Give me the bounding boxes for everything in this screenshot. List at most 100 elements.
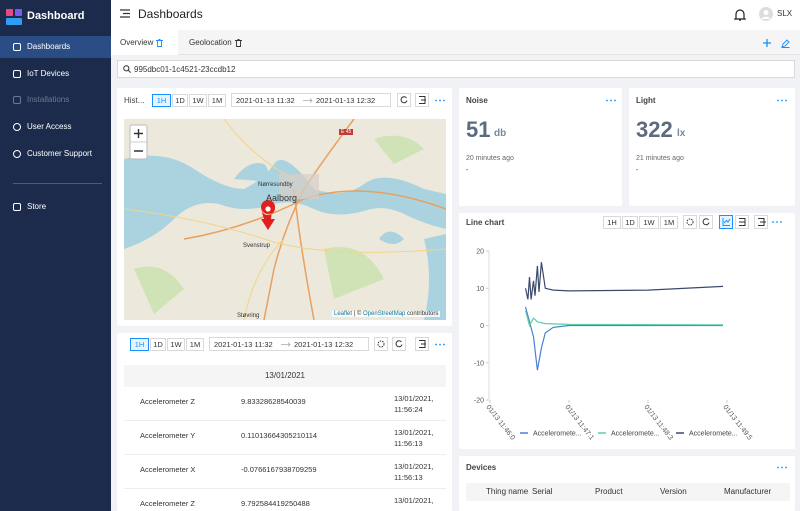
sidebar: Dashboard Dashboards IoT Devices Install… <box>0 0 111 511</box>
search-text: 995dbc01-1c4521-23ccdb12 <box>134 65 236 74</box>
arrow <box>281 342 291 347</box>
more-button[interactable] <box>606 99 616 102</box>
date-to: 2021-01-13 12:32 <box>316 96 376 105</box>
logo <box>6 9 22 25</box>
column-header: Version <box>660 487 687 496</box>
range-button[interactable]: 1W <box>189 94 207 107</box>
brand: Dashboard <box>27 10 85 22</box>
card-unit: db <box>494 128 507 139</box>
menu-item[interactable]: Store <box>0 196 111 218</box>
table-cell: 13/01/2021, <box>394 496 434 505</box>
table-cell: Accelerometer Y <box>140 431 196 440</box>
more-button[interactable] <box>435 99 445 102</box>
map-panel: Hist... 1H 1D 1W 1M 2021-01-13 11:32 202… <box>117 88 452 326</box>
column-header: Manufacturer <box>724 487 772 496</box>
table-cell: 0.11013664305210114 <box>241 431 318 440</box>
menu-item[interactable]: IoT Devices <box>0 63 111 85</box>
range-button[interactable]: 1D <box>172 94 188 107</box>
range-button[interactable]: 1H <box>603 216 621 229</box>
avatar[interactable] <box>759 7 773 21</box>
card-value: 322 <box>636 117 673 142</box>
range-button[interactable]: 1D <box>150 338 166 351</box>
date-header: 13/01/2021 <box>124 365 446 387</box>
link[interactable]: OpenStreetMap <box>363 311 406 317</box>
edit-button[interactable] <box>781 39 790 48</box>
panel-title: Devices <box>466 463 497 472</box>
range-button[interactable]: 1M <box>208 94 226 107</box>
tabs: Overview Geolocation <box>111 30 800 55</box>
table-cell: 9.792584419250488 <box>241 499 310 508</box>
menu-label: User Access <box>27 122 72 131</box>
settings-button[interactable] <box>374 337 388 351</box>
panel-title: Hist... <box>124 96 145 105</box>
table-cell: 13/01/2021, 11:56:13 <box>394 428 434 448</box>
table-cell: Accelerometer Z <box>140 499 196 508</box>
user-name[interactable]: SLX <box>777 9 793 18</box>
road-label: E 45 <box>339 129 354 135</box>
notifications[interactable] <box>734 8 746 21</box>
export-button[interactable] <box>415 337 429 351</box>
date-to: 2021-01-13 12:32 <box>294 340 354 349</box>
table-header: Thing name Serial Product Version Manufa… <box>466 483 790 501</box>
menu-label: Store <box>27 202 47 211</box>
range-button[interactable]: 1M <box>660 216 678 229</box>
menu-item[interactable]: Customer Support <box>0 143 111 165</box>
date-range[interactable]: 2021-01-13 11:32 2021-01-13 12:32 <box>209 337 369 351</box>
place-label: Svenstrup <box>243 243 271 249</box>
top-bar: Dashboards SLX <box>111 0 800 30</box>
card-time: 20 minutes ago <box>466 155 514 162</box>
card-title: Light <box>636 96 656 105</box>
range-button[interactable]: 1H <box>152 94 171 107</box>
menu-item: Installations <box>0 89 111 111</box>
place-label: Aalborg <box>266 193 298 203</box>
date-from: 2021-01-13 11:32 <box>236 96 295 105</box>
devices-panel: Devices Thing name Serial Product Versio… <box>459 456 795 511</box>
refresh-button[interactable] <box>397 93 411 107</box>
line-chart-panel: Line chart 1H 1D 1W 1M <box>459 213 795 449</box>
table-row: Accelerometer Y 0.11013664305210114 13/01/… <box>124 421 446 455</box>
place-label: Støvring <box>237 313 260 319</box>
map[interactable] <box>124 119 446 320</box>
card-unit: lx <box>677 128 686 139</box>
table-cell: -0.0766167938709259 <box>241 465 317 474</box>
delete-icon[interactable] <box>235 39 242 47</box>
tab-label: Overview <box>120 38 154 47</box>
search-icon <box>123 65 131 73</box>
menu-toggle[interactable] <box>120 9 130 18</box>
card-status: - <box>466 167 469 174</box>
column-header: Thing name <box>486 487 529 496</box>
range-button[interactable]: 1W <box>167 338 185 351</box>
zoom-control[interactable] <box>129 124 148 160</box>
range-button[interactable]: 1M <box>186 338 204 351</box>
range-button[interactable]: 1D <box>622 216 638 229</box>
tab[interactable]: Geolocation <box>189 30 242 55</box>
table-cell: 13/01/2021, 11:56:24 <box>394 394 434 414</box>
export-button[interactable] <box>415 93 429 107</box>
delete-icon[interactable] <box>156 39 163 47</box>
menu-label: Dashboards <box>27 42 71 51</box>
noise-card: Noise 51 db 20 minutes ago - <box>459 88 622 206</box>
link[interactable]: Leaflet <box>334 311 353 317</box>
chart-toolbar <box>683 215 782 229</box>
more-button[interactable] <box>777 466 787 469</box>
refresh-button[interactable] <box>392 337 406 351</box>
table-cell: Accelerometer X <box>140 465 196 474</box>
tab[interactable]: Overview <box>111 30 178 55</box>
table-cell: 9.83328628540039 <box>241 397 306 406</box>
add-button[interactable] <box>763 39 771 47</box>
tab-label: Geolocation <box>189 38 232 47</box>
more-button[interactable] <box>435 343 445 346</box>
page-title: Dashboards <box>138 7 203 21</box>
menu-item[interactable]: User Access <box>0 116 111 138</box>
range-button[interactable]: 1H <box>130 338 149 351</box>
range-button[interactable]: 1W <box>639 216 659 229</box>
card-status: - <box>636 167 639 174</box>
date-range[interactable]: 2021-01-13 11:32 2021-01-13 12:32 <box>231 93 391 107</box>
menu-item[interactable]: Dashboards <box>0 36 111 58</box>
search-box[interactable]: 995dbc01-1c4521-23ccdb12 <box>117 60 795 78</box>
card-time: 21 minutes ago <box>636 155 684 162</box>
date-from: 2021-01-13 11:32 <box>214 340 273 349</box>
attribution-text: contributors <box>407 311 439 317</box>
more-button[interactable] <box>777 99 787 102</box>
